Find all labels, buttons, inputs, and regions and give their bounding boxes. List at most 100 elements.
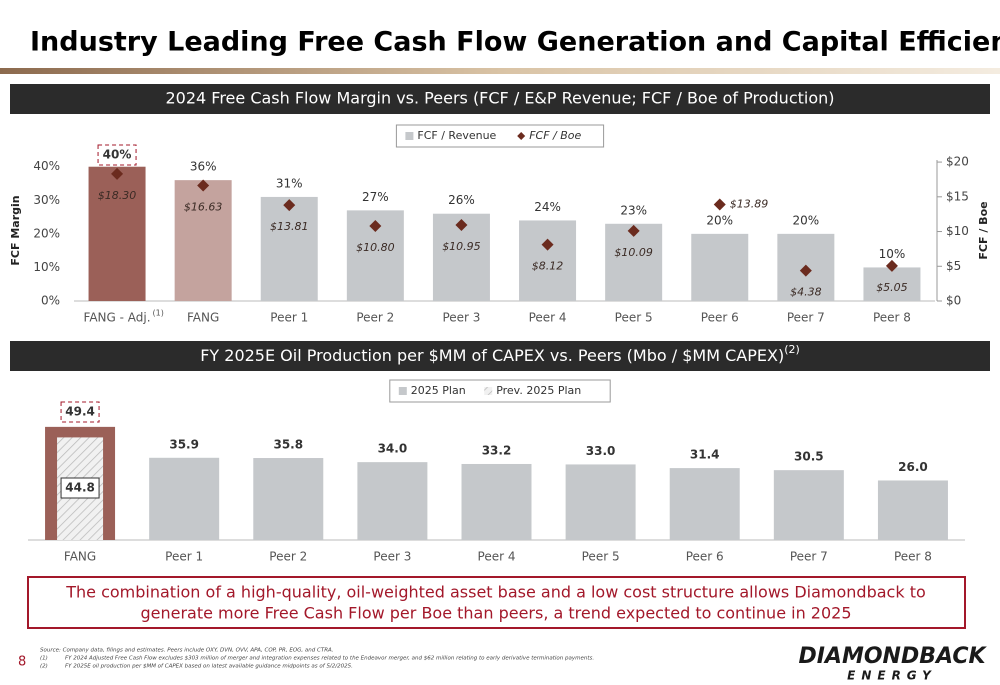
legend-swatch: [398, 387, 407, 395]
x-tick-label: Peer 6: [701, 311, 739, 325]
footnote-marker: (1): [40, 656, 48, 662]
y-tick-label: 0%: [41, 294, 60, 308]
x-tick-label: Peer 1: [165, 550, 203, 564]
legend-swatch: [484, 387, 493, 395]
x-tick-label: Peer 8: [873, 311, 911, 325]
value-label: 26.0: [898, 460, 928, 474]
boe-marker: [713, 198, 726, 211]
footnote-marker: (2): [40, 664, 48, 670]
bar: [669, 468, 740, 540]
title-note: (2): [784, 343, 800, 356]
boe-label: $8.12: [532, 260, 564, 273]
bar: [877, 480, 948, 540]
legend-box: [395, 124, 605, 148]
x-tick-note: (1): [153, 309, 164, 318]
footnote-text: FY 2024 Adjusted Free Cash Flow excludes…: [65, 656, 594, 662]
bar: [88, 166, 146, 301]
bar: [461, 463, 532, 540]
value-label: 49.4: [65, 405, 95, 419]
callout-text: The combination of a high-quality, oil-w…: [65, 583, 926, 602]
y-tick-label: 30%: [33, 193, 60, 207]
x-tick-label: Peer 6: [686, 550, 724, 564]
boe-label: $18.30: [98, 189, 137, 202]
bar: [174, 180, 232, 301]
page-number: 8: [18, 655, 26, 670]
x-tick-label: Peer 2: [356, 311, 394, 325]
logo-sub: ENERGY: [847, 669, 937, 683]
y-tick-label: 10%: [33, 260, 60, 274]
value-label: 31%: [276, 176, 303, 190]
callout-text: generate more Free Cash Flow per Boe tha…: [140, 604, 851, 623]
y2-tick-label: $15: [946, 189, 969, 203]
y-tick-label: 20%: [33, 226, 60, 240]
y2-axis-label: FCF / Boe: [977, 201, 990, 259]
bar: [253, 458, 324, 540]
boe-marker: [885, 259, 898, 272]
title-text: FY 2025E Oil Production per $MM of CAPEX…: [200, 346, 784, 365]
y-axis-label: FCF Margin: [9, 195, 22, 265]
slide-title: Industry Leading Free Cash Flow Generati…: [30, 27, 1000, 58]
boe-label: $5.05: [876, 281, 908, 294]
value-label: 44.8: [65, 481, 95, 495]
boe-label: $10.09: [614, 246, 653, 259]
value-label: 33.0: [586, 444, 616, 458]
x-tick-label: Peer 7: [787, 311, 825, 325]
legend-label: FCF / Revenue: [417, 129, 496, 142]
boe-marker: [283, 199, 296, 212]
bar: [519, 220, 577, 301]
boe-marker: [455, 218, 468, 231]
bar: [863, 267, 921, 301]
value-label: 36%: [190, 160, 217, 174]
chart-title: 2024 Free Cash Flow Margin vs. Peers (FC…: [165, 89, 834, 108]
bar: [691, 233, 749, 301]
boe-marker: [627, 224, 640, 237]
x-tick-label: Peer 4: [529, 311, 567, 325]
boe-marker: [799, 264, 812, 277]
boe-label: $16.63: [184, 200, 223, 213]
value-label: 23%: [620, 203, 647, 217]
x-tick-label: FANG: [64, 550, 96, 564]
value-label: 33.2: [482, 443, 512, 457]
value-label: 10%: [879, 247, 906, 261]
boe-label: $10.95: [442, 240, 481, 253]
legend-swatch: [517, 132, 526, 140]
value-label: 35.9: [169, 437, 199, 451]
x-tick-label: Peer 5: [615, 311, 653, 325]
x-tick-label: Peer 8: [894, 550, 932, 564]
value-label: 30.5: [794, 450, 824, 464]
legend-label: 2025 Plan: [411, 384, 466, 397]
bar: [149, 457, 220, 540]
boe-label: $4.38: [790, 286, 822, 299]
value-label-box: [60, 477, 100, 499]
x-tick-label: FANG: [187, 311, 219, 325]
y2-tick-label: $10: [946, 224, 969, 238]
value-label: 35.8: [273, 438, 303, 452]
x-tick-label: Peer 1: [270, 311, 308, 325]
legend-label: FCF / Boe: [529, 129, 581, 142]
value-label: 20%: [706, 213, 733, 227]
x-tick-label: Peer 2: [269, 550, 307, 564]
boe-marker: [111, 167, 124, 180]
y2-tick-label: $20: [946, 155, 969, 169]
bar: [773, 470, 844, 540]
callout-box: [27, 576, 966, 629]
legend-swatch: [405, 132, 414, 140]
x-tick-label: Peer 7: [790, 550, 828, 564]
value-label: 24%: [534, 200, 561, 214]
boe-label: $10.80: [356, 241, 395, 254]
boe-label: $13.89: [730, 198, 769, 211]
y-tick-label: 40%: [33, 159, 60, 173]
value-label: 34.0: [378, 442, 408, 456]
x-tick-label: Peer 3: [442, 311, 480, 325]
legend-box: [389, 379, 611, 403]
bar: [565, 464, 636, 540]
x-tick-label: Peer 4: [478, 550, 516, 564]
value-label: 27%: [362, 190, 389, 204]
footnote-source: Source: Company data, filings and estima…: [40, 648, 334, 654]
boe-marker: [541, 238, 554, 251]
value-label-box: [60, 401, 100, 423]
x-tick-label: FANG - Adj.: [84, 311, 151, 325]
logo-name: DIAMONDBACK: [798, 644, 987, 669]
x-tick-label: Peer 5: [582, 550, 620, 564]
